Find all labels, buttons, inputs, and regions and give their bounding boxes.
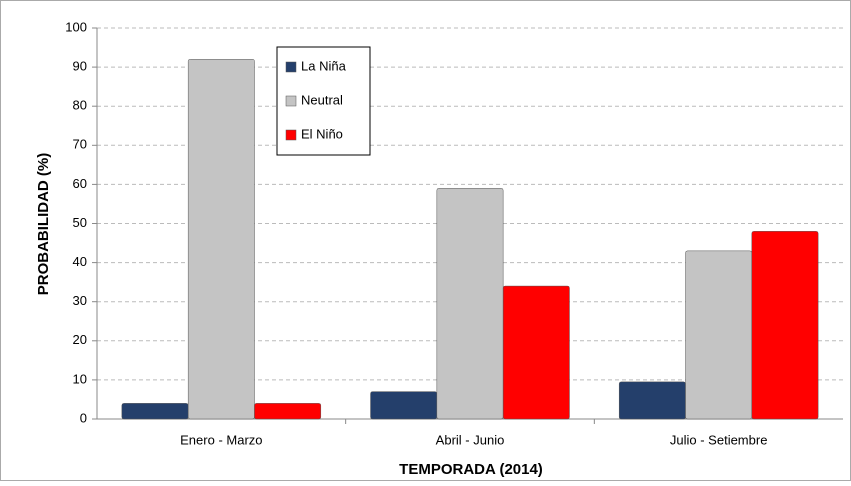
bar	[685, 250, 753, 420]
x-axis-title: TEMPORADA (2014)	[399, 461, 543, 478]
legend-swatch	[285, 95, 297, 107]
y-tick-label: 70	[73, 137, 87, 152]
y-tick-label: 50	[73, 215, 87, 230]
bar	[502, 285, 570, 420]
bar	[370, 391, 438, 420]
legend-label: La Niña	[301, 58, 347, 73]
y-tick-label: 90	[73, 59, 87, 74]
y-tick-label: 30	[73, 293, 87, 308]
bar	[254, 403, 322, 420]
legend-swatch	[285, 129, 297, 141]
y-tick-label: 60	[73, 176, 87, 191]
x-tick-label: Enero - Marzo	[180, 432, 262, 447]
y-tick-label: 0	[80, 410, 87, 425]
y-tick-label: 100	[65, 19, 87, 34]
y-tick-label: 20	[73, 332, 87, 347]
y-tick-label: 40	[73, 254, 87, 269]
legend-label: Neutral	[301, 92, 343, 107]
bar	[187, 59, 255, 420]
bar	[121, 403, 189, 420]
y-axis-title: PROBABILIDAD (%)	[35, 153, 52, 296]
y-tick-label: 10	[73, 371, 87, 386]
legend-swatch	[285, 61, 297, 73]
bar	[751, 231, 819, 420]
bar	[436, 188, 504, 420]
bar	[618, 381, 686, 420]
legend-label: El Niño	[301, 126, 343, 141]
x-tick-label: Julio - Setiembre	[670, 432, 768, 447]
y-tick-label: 80	[73, 98, 87, 113]
x-tick-label: Abril - Junio	[436, 432, 505, 447]
